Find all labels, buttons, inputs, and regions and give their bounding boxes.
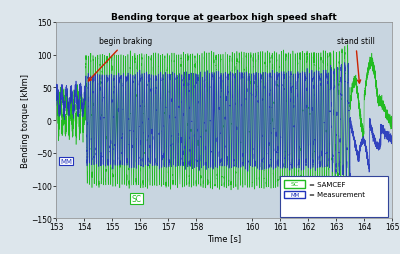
Text: begin braking: begin braking [88, 37, 153, 82]
Text: MM: MM [290, 192, 299, 197]
Text: = SAMCEF: = SAMCEF [310, 181, 346, 187]
X-axis label: Time [s]: Time [s] [207, 233, 241, 242]
FancyBboxPatch shape [284, 181, 305, 188]
FancyBboxPatch shape [284, 191, 305, 198]
Text: = Measurement: = Measurement [310, 192, 366, 198]
Text: stand still: stand still [337, 37, 374, 84]
Text: MM: MM [60, 159, 72, 165]
Y-axis label: Bending torque [kNm]: Bending torque [kNm] [20, 74, 30, 167]
Text: SC: SC [132, 194, 142, 203]
Text: SC: SC [290, 182, 299, 187]
FancyBboxPatch shape [280, 177, 388, 217]
Title: Bending torque at gearbox high speed shaft: Bending torque at gearbox high speed sha… [111, 13, 337, 22]
